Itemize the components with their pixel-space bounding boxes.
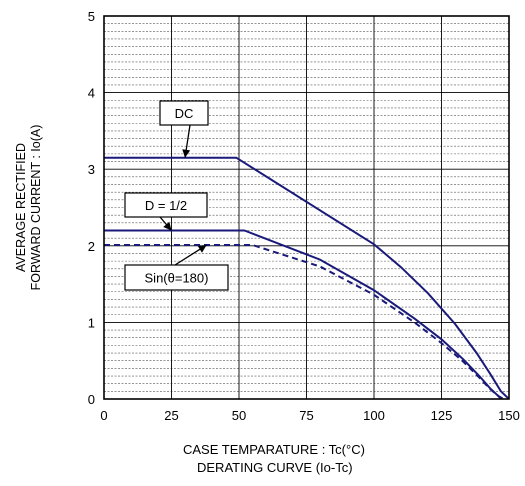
- annotation-box: [124, 192, 208, 218]
- y-tick-label: 5: [88, 9, 95, 24]
- plot-border: [103, 15, 510, 400]
- annotations: DC D = 1/2 Sin(θ=180): [124, 100, 229, 291]
- x-tick-label: 25: [164, 408, 178, 423]
- y-tick-label: 0: [88, 392, 95, 407]
- y-tick-label: 2: [88, 239, 95, 254]
- annotation-label: D = 1/2: [145, 198, 187, 213]
- x-tick-label: 50: [232, 408, 246, 423]
- chart-title: DERATING CURVE (Io-Tc): [197, 460, 353, 475]
- tick-labels: 0 25 50 75 100 125 150 0 1 2 3 4 5: [88, 9, 520, 423]
- y-tick-label: 1: [88, 315, 95, 330]
- y-tick-label: 3: [88, 162, 95, 177]
- x-tick-label: 75: [299, 408, 313, 423]
- x-tick-label: 125: [431, 408, 453, 423]
- series-line-2: [104, 244, 505, 400]
- plot-frame: [103, 15, 510, 400]
- x-tick-label: 150: [498, 408, 520, 423]
- y-axis-label: AVERAGE RECTIFIED FORWARD CURRENT : Io(A): [14, 125, 43, 291]
- annotation-arrowhead: [163, 221, 172, 231]
- x-tick-label: 0: [100, 408, 107, 423]
- series-line-0: [104, 156, 510, 400]
- annotation-box: [124, 264, 229, 291]
- annotation-label: Sin(θ=180): [145, 271, 209, 286]
- series-lines: [104, 156, 510, 400]
- x-tick-label: 100: [363, 408, 385, 423]
- annotation-arrowhead: [197, 245, 207, 253]
- annotation-box: [159, 100, 209, 126]
- y-tick-label: 4: [88, 86, 95, 101]
- y-axis-label-line: FORWARD CURRENT : Io(A): [29, 125, 43, 291]
- x-axis-label: CASE TEMPARATURE : Tc(°C): [183, 442, 365, 457]
- y-axis-label-line: AVERAGE RECTIFIED: [14, 143, 28, 272]
- annotation-arrowhead: [182, 149, 191, 158]
- annotation-label: DC: [175, 106, 194, 121]
